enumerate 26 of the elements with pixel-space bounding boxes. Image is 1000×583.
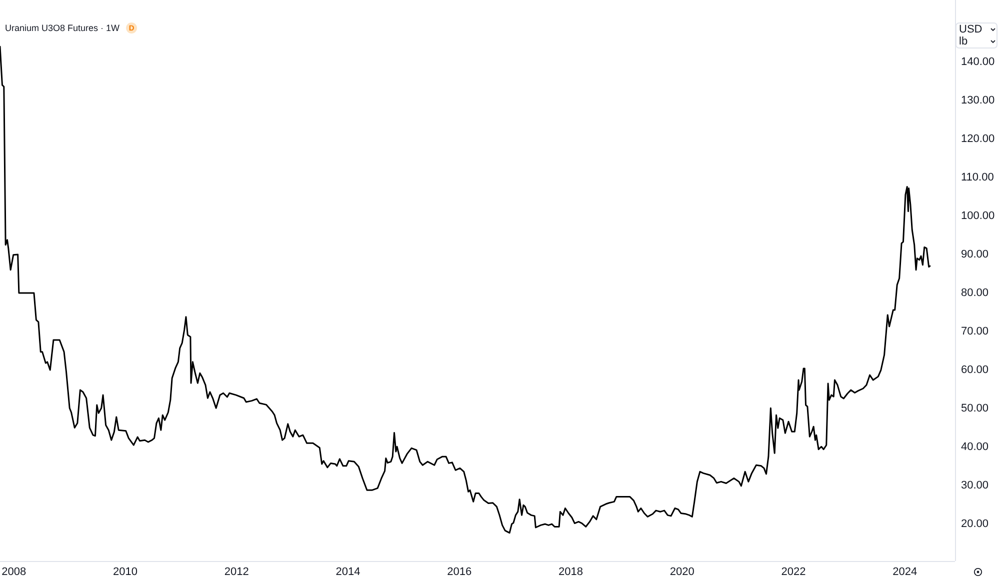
text: USD	[959, 24, 982, 36]
y-tick-label: 110.00	[961, 172, 994, 184]
x-tick-label: 2008	[2, 566, 26, 578]
x-tick-label: 2016	[447, 566, 472, 578]
x-tick-label: 2024	[892, 566, 918, 578]
y-tick-label: 100.00	[961, 210, 995, 222]
y-tick-label: 130.00	[961, 94, 995, 106]
y-tick-label: 30.00	[961, 480, 989, 492]
text: lb	[959, 36, 968, 48]
y-tick-label: 70.00	[961, 326, 989, 338]
x-tick-label: 2020	[670, 566, 694, 578]
y-tick-label: 60.00	[961, 364, 989, 376]
line-series	[0, 46, 931, 534]
y-tick-label: 50.00	[961, 402, 989, 415]
y-tick-label: 140.00	[961, 56, 995, 68]
x-tick-label: 2018	[558, 566, 584, 578]
x-tick-label: 2010	[113, 566, 138, 578]
y-tick-label: 20.00	[961, 518, 989, 530]
y-tick-label: 90.00	[961, 248, 989, 261]
y-tick-label: 120.00	[961, 133, 995, 145]
x-tick-label: 2014	[336, 566, 360, 578]
text: Uranium U3O8 Futures · 1W	[5, 23, 120, 33]
y-tick-label: 80.00	[961, 287, 989, 300]
x-tick-label: 2012	[224, 566, 249, 578]
x-tick-label: 2022	[781, 566, 806, 578]
y-tick-label: 40.00	[961, 441, 989, 454]
